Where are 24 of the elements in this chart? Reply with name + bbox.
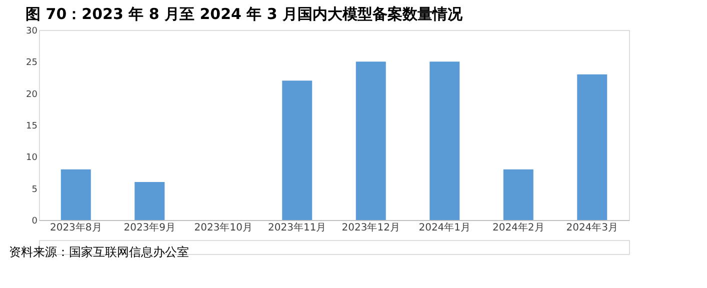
bar [356, 62, 386, 220]
bar [60, 169, 91, 220]
bar [503, 169, 534, 220]
x-tick-label: 2023年11月 [268, 222, 326, 234]
bar [134, 182, 165, 220]
text: 资料来源：国家互联网信息办公室 [9, 245, 189, 259]
x-tick-label: 2023年12月 [342, 222, 400, 234]
bar [430, 62, 460, 220]
x-tick-label: 2024年3月 [566, 222, 618, 234]
x-tick-label: 2023年10月 [194, 222, 252, 234]
y-tick-label: 20 [26, 90, 38, 100]
y-tick-label: 10 [26, 153, 38, 164]
y-tick-label: 0 [32, 216, 38, 226]
x-tick-label: 2024年1月 [418, 222, 471, 234]
y-tick-label: 15 [26, 122, 38, 132]
bar [282, 80, 312, 220]
chart-title: 图 70：2023 年 8 月至 2024 年 3 月国内大模型备案数量情况 [26, 5, 464, 23]
x-tick-label: 2023年8月 [50, 222, 102, 234]
y-tick-label: 5 [32, 184, 38, 195]
y-tick-label: 25 [26, 58, 38, 68]
x-tick-label: 2024年2月 [492, 222, 544, 234]
y-tick-label: 30 [26, 26, 38, 36]
bar [577, 74, 608, 220]
x-tick-label: 2023年9月 [124, 222, 176, 234]
